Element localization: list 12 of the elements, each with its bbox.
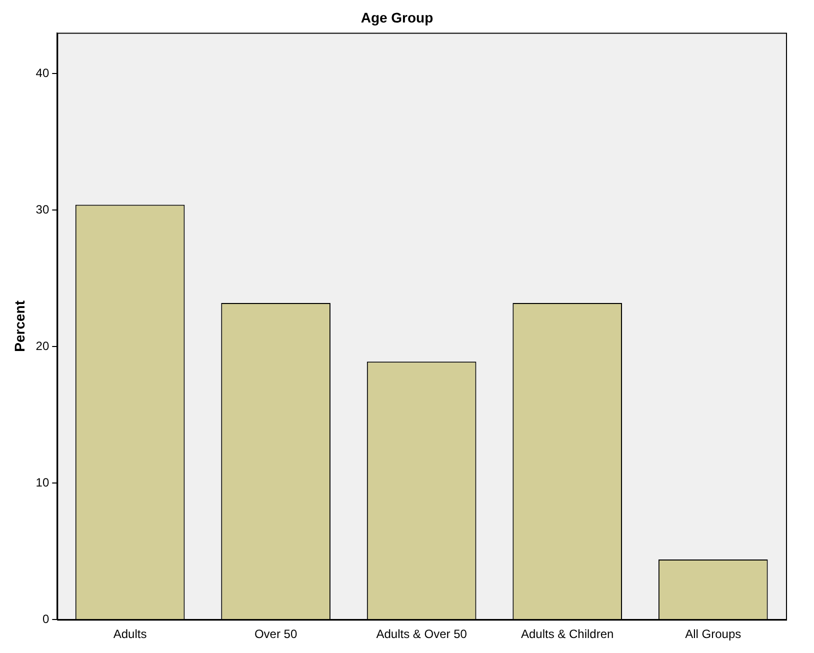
- y-tick-label: 40: [36, 66, 50, 80]
- x-tick-label: Adults: [113, 627, 147, 642]
- chart-title: Age Group: [360, 9, 434, 26]
- y-tick-label: 0: [42, 612, 50, 626]
- y-tick-label: 10: [36, 475, 50, 490]
- x-tick-label: Adults & Children: [520, 627, 614, 642]
- x-tick-label: Adults & Over 50: [376, 627, 468, 642]
- y-tick-label: 20: [36, 338, 50, 353]
- y-axis-title: Percent: [11, 300, 28, 352]
- x-tick-label: All Groups: [685, 627, 742, 642]
- y-tick-label: 30: [36, 202, 50, 217]
- x-tick-label: Over 50: [254, 627, 298, 642]
